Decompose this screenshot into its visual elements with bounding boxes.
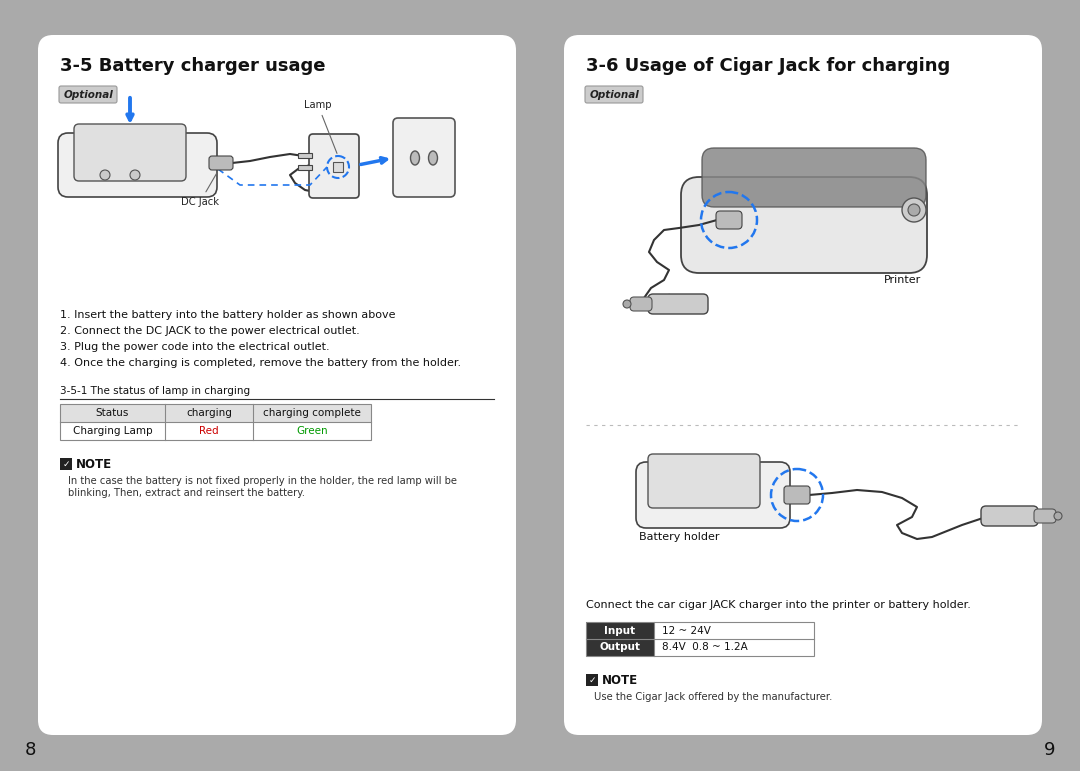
Text: Lamp: Lamp bbox=[305, 100, 337, 153]
FancyBboxPatch shape bbox=[210, 156, 233, 170]
Ellipse shape bbox=[429, 151, 437, 165]
Text: 8.4V  0.8 ~ 1.2A: 8.4V 0.8 ~ 1.2A bbox=[662, 642, 747, 652]
Text: charging complete: charging complete bbox=[264, 408, 361, 418]
FancyBboxPatch shape bbox=[393, 118, 455, 197]
Text: Status: Status bbox=[96, 408, 130, 418]
Text: 3. Plug the power code into the electrical outlet.: 3. Plug the power code into the electric… bbox=[60, 342, 329, 352]
FancyBboxPatch shape bbox=[309, 134, 359, 198]
Text: 2. Connect the DC JACK to the power electrical outlet.: 2. Connect the DC JACK to the power elec… bbox=[60, 326, 360, 336]
Text: Optional: Optional bbox=[589, 89, 639, 99]
Circle shape bbox=[908, 204, 920, 216]
Text: DC Jack: DC Jack bbox=[181, 173, 219, 207]
Text: Output: Output bbox=[599, 642, 640, 652]
FancyBboxPatch shape bbox=[630, 297, 652, 311]
FancyBboxPatch shape bbox=[784, 486, 810, 504]
Circle shape bbox=[100, 170, 110, 180]
Bar bbox=[298, 165, 312, 170]
FancyBboxPatch shape bbox=[38, 35, 516, 735]
FancyBboxPatch shape bbox=[648, 454, 760, 508]
Ellipse shape bbox=[410, 151, 419, 165]
Text: 4. Once the charging is completed, remove the battery from the holder.: 4. Once the charging is completed, remov… bbox=[60, 358, 461, 368]
Text: ✓: ✓ bbox=[63, 460, 70, 469]
FancyBboxPatch shape bbox=[716, 211, 742, 229]
Circle shape bbox=[902, 198, 926, 222]
Bar bbox=[60, 458, 72, 470]
Bar bbox=[60, 404, 372, 440]
Bar bbox=[586, 622, 654, 639]
FancyBboxPatch shape bbox=[702, 148, 926, 207]
Text: Use the Cigar Jack offered by the manufacturer.: Use the Cigar Jack offered by the manufa… bbox=[594, 692, 833, 702]
Bar bbox=[60, 404, 372, 422]
Bar bbox=[586, 674, 598, 686]
Text: Input: Input bbox=[605, 625, 635, 635]
Text: charging: charging bbox=[186, 408, 232, 418]
FancyBboxPatch shape bbox=[1034, 509, 1056, 523]
Text: 3-6 Usage of Cigar Jack for charging: 3-6 Usage of Cigar Jack for charging bbox=[586, 57, 950, 75]
Text: 12 ~ 24V: 12 ~ 24V bbox=[662, 625, 711, 635]
Text: In the case the battery is not fixed properly in the holder, the red lamp will b: In the case the battery is not fixed pro… bbox=[68, 476, 457, 486]
Text: 3-5-1 The status of lamp in charging: 3-5-1 The status of lamp in charging bbox=[60, 386, 251, 396]
Text: NOTE: NOTE bbox=[76, 457, 112, 470]
FancyBboxPatch shape bbox=[648, 294, 708, 314]
Text: Charging Lamp: Charging Lamp bbox=[72, 426, 152, 436]
Circle shape bbox=[623, 300, 631, 308]
FancyBboxPatch shape bbox=[681, 177, 927, 273]
FancyBboxPatch shape bbox=[58, 133, 217, 197]
Text: 9: 9 bbox=[1044, 741, 1056, 759]
FancyBboxPatch shape bbox=[564, 35, 1042, 735]
Text: ✓: ✓ bbox=[589, 675, 596, 685]
Bar bbox=[586, 639, 654, 656]
FancyBboxPatch shape bbox=[585, 86, 643, 103]
Text: 8: 8 bbox=[25, 741, 36, 759]
Text: Printer: Printer bbox=[885, 275, 921, 285]
Bar bbox=[333, 162, 343, 172]
Text: 3-5 Battery charger usage: 3-5 Battery charger usage bbox=[60, 57, 325, 75]
FancyBboxPatch shape bbox=[981, 506, 1038, 526]
FancyBboxPatch shape bbox=[636, 462, 789, 528]
Circle shape bbox=[130, 170, 140, 180]
Text: NOTE: NOTE bbox=[602, 674, 638, 686]
Bar bbox=[298, 153, 312, 158]
Text: Red: Red bbox=[199, 426, 219, 436]
FancyBboxPatch shape bbox=[75, 124, 186, 181]
Text: Connect the car cigar JACK charger into the printer or battery holder.: Connect the car cigar JACK charger into … bbox=[586, 600, 971, 610]
Text: Green: Green bbox=[296, 426, 328, 436]
FancyBboxPatch shape bbox=[59, 86, 117, 103]
Bar bbox=[586, 622, 814, 656]
Circle shape bbox=[1054, 512, 1062, 520]
Text: 1. Insert the battery into the battery holder as shown above: 1. Insert the battery into the battery h… bbox=[60, 310, 395, 320]
Text: blinking, Then, extract and reinsert the battery.: blinking, Then, extract and reinsert the… bbox=[68, 488, 305, 498]
Text: Optional: Optional bbox=[63, 89, 113, 99]
Text: Battery holder: Battery holder bbox=[639, 532, 719, 542]
